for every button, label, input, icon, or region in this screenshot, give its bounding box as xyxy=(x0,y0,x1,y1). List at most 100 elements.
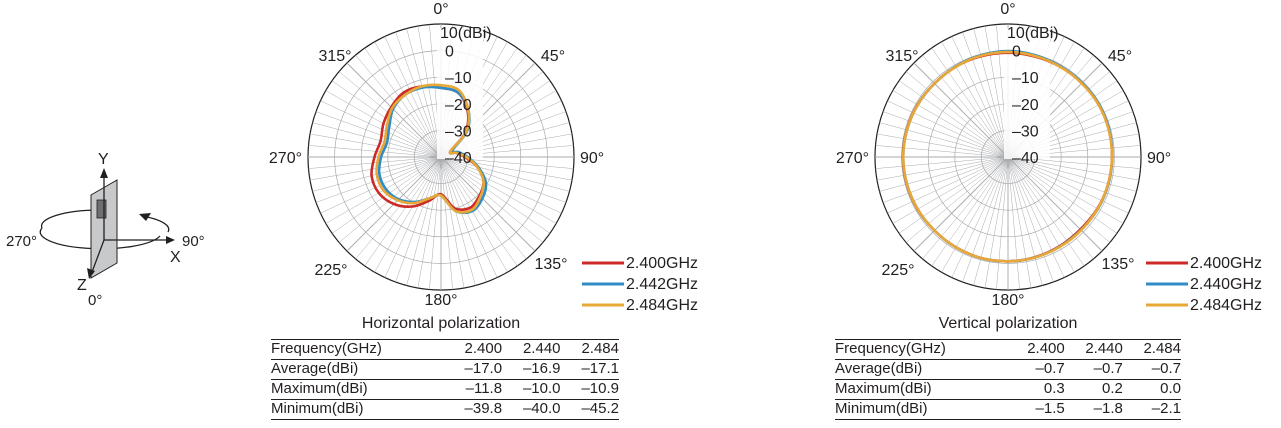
grid-spoke xyxy=(374,41,442,158)
grid-spoke xyxy=(1007,156,1140,181)
grid-spoke xyxy=(1007,156,1020,290)
legend-entry: 2.440GHz xyxy=(1190,276,1262,293)
table-row: Maximum(dBi) 0.3 0.2 0.0 xyxy=(835,379,1181,400)
x-axis-label: X xyxy=(170,249,181,266)
radial-unit-label: 10(dBi) xyxy=(440,25,492,42)
grid-spoke xyxy=(1007,156,1065,278)
grid-spoke xyxy=(440,80,551,158)
legend: 2.400GHz 2.442GHz 2.484GHz xyxy=(582,255,698,314)
grid-spoke xyxy=(882,111,1009,158)
radial-tick-label: –30 xyxy=(445,123,472,140)
grid-spoke xyxy=(440,156,453,290)
grid-spoke xyxy=(406,156,442,286)
grid-spoke xyxy=(951,36,1009,158)
radial-tick-label: –40 xyxy=(445,150,472,167)
chart-title: Vertical polarization xyxy=(939,315,1078,332)
grid-spoke xyxy=(1007,145,1141,158)
table-header-row: Frequency(GHz) 2.400 2.440 2.484 xyxy=(271,339,619,360)
grid-spoke xyxy=(440,90,557,158)
grid-spoke xyxy=(320,100,442,158)
grid-spoke xyxy=(440,156,567,203)
chart-title: Horizontal polarization xyxy=(362,315,520,332)
table-row: Average(dBi) –17.0 –16.9 –17.1 xyxy=(271,359,619,380)
grid-spoke xyxy=(440,156,508,273)
angle-label: 225° xyxy=(314,262,347,279)
grid-spoke xyxy=(355,54,442,158)
table-cell: –39.8 xyxy=(443,399,503,420)
grid-spoke xyxy=(973,28,1009,158)
rotation-ellipse-back xyxy=(40,209,101,229)
angle-label: 315° xyxy=(885,48,918,65)
grid-spoke xyxy=(1007,156,1075,273)
grid-spoke xyxy=(384,156,442,278)
angle-label: 180° xyxy=(991,292,1024,309)
polar-series xyxy=(901,49,1114,263)
grid-spoke xyxy=(331,156,442,234)
grid-spoke xyxy=(984,25,1009,158)
table-row-label: Maximum(dBi) xyxy=(835,379,1007,400)
table-row: Minimum(dBi) –39.8 –40.0 –45.2 xyxy=(271,399,619,420)
table-cell: –2.1 xyxy=(1122,399,1181,420)
grid-spoke xyxy=(417,25,442,158)
grid-spoke xyxy=(1007,111,1134,158)
legend-entry: 2.400GHz xyxy=(626,255,698,272)
grid-spoke xyxy=(395,31,442,158)
grid-spoke xyxy=(440,156,544,243)
angle-label: 45° xyxy=(541,48,565,65)
grid-spoke xyxy=(440,54,527,158)
table-header-row: Frequency(GHz) 2.400 2.440 2.484 xyxy=(835,339,1181,360)
grid-spoke xyxy=(440,156,536,252)
horizontal-stats-table: Frequency(GHz) 2.400 2.440 2.484 Average(dBi… xyxy=(271,339,619,420)
grid-spoke xyxy=(315,111,442,158)
grid-spoke xyxy=(1007,122,1137,158)
table-row-label: Frequency(GHz) xyxy=(835,339,1007,360)
radial-unit-label: 10(dBi) xyxy=(1007,25,1059,42)
grid-spoke xyxy=(879,156,1009,192)
radial-tick-label: –10 xyxy=(1012,70,1039,87)
grid-spoke xyxy=(922,54,1009,158)
grid-spoke xyxy=(875,156,1009,169)
grid-spoke xyxy=(440,31,487,158)
grid-spoke xyxy=(962,156,1009,283)
grid-spoke xyxy=(996,156,1009,290)
angle-label: 225° xyxy=(881,262,914,279)
table-cell: 2.440 xyxy=(1064,339,1123,360)
grid-spoke xyxy=(440,100,562,158)
grid-ring xyxy=(901,50,1115,264)
grid-spoke xyxy=(395,156,442,283)
grid-spoke xyxy=(440,156,518,267)
grid-spoke xyxy=(325,90,442,158)
grid-spoke xyxy=(429,156,442,290)
grid-spoke xyxy=(1007,156,1085,267)
grid-spoke xyxy=(312,122,442,158)
angle-label: 315° xyxy=(318,48,351,65)
grid-spoke xyxy=(440,156,562,214)
grid-spoke xyxy=(308,156,442,169)
table-row-label: Maximum(dBi) xyxy=(271,379,444,400)
table-cell: 0.0 xyxy=(1122,379,1181,400)
table-cell: –10.9 xyxy=(560,379,619,400)
table-row: Minimum(dBi) –1.5 –1.8 –2.1 xyxy=(835,399,1181,420)
grid-spoke xyxy=(962,31,1009,158)
grid-spoke xyxy=(1007,156,1043,286)
grid-spoke xyxy=(440,41,508,158)
grid-ring xyxy=(334,50,548,264)
grid-spoke xyxy=(1007,156,1129,214)
grid-spoke xyxy=(875,145,1009,158)
polar-labels: 0 –10 –20 –30 –40 10(dBi) 0° 45° 90° 135° 180° 225°… xyxy=(269,1,604,332)
grid-spoke xyxy=(315,156,442,203)
grid-spoke xyxy=(440,62,536,158)
grid-ring xyxy=(360,76,522,238)
grid-spoke xyxy=(308,145,442,158)
polar-grid xyxy=(307,23,575,291)
grid-spoke xyxy=(1007,156,1103,252)
radial-tick-label: –40 xyxy=(1012,150,1039,167)
grid-spoke xyxy=(440,36,498,158)
z-axis-label: Z xyxy=(77,277,87,294)
outer-ring xyxy=(874,23,1142,291)
legend-entry: 2.484GHz xyxy=(626,297,698,314)
table-cell: –16.9 xyxy=(502,359,561,380)
grid-spoke xyxy=(1007,156,1094,260)
grid-spoke xyxy=(364,156,442,267)
table-cell: –17.0 xyxy=(443,359,503,380)
